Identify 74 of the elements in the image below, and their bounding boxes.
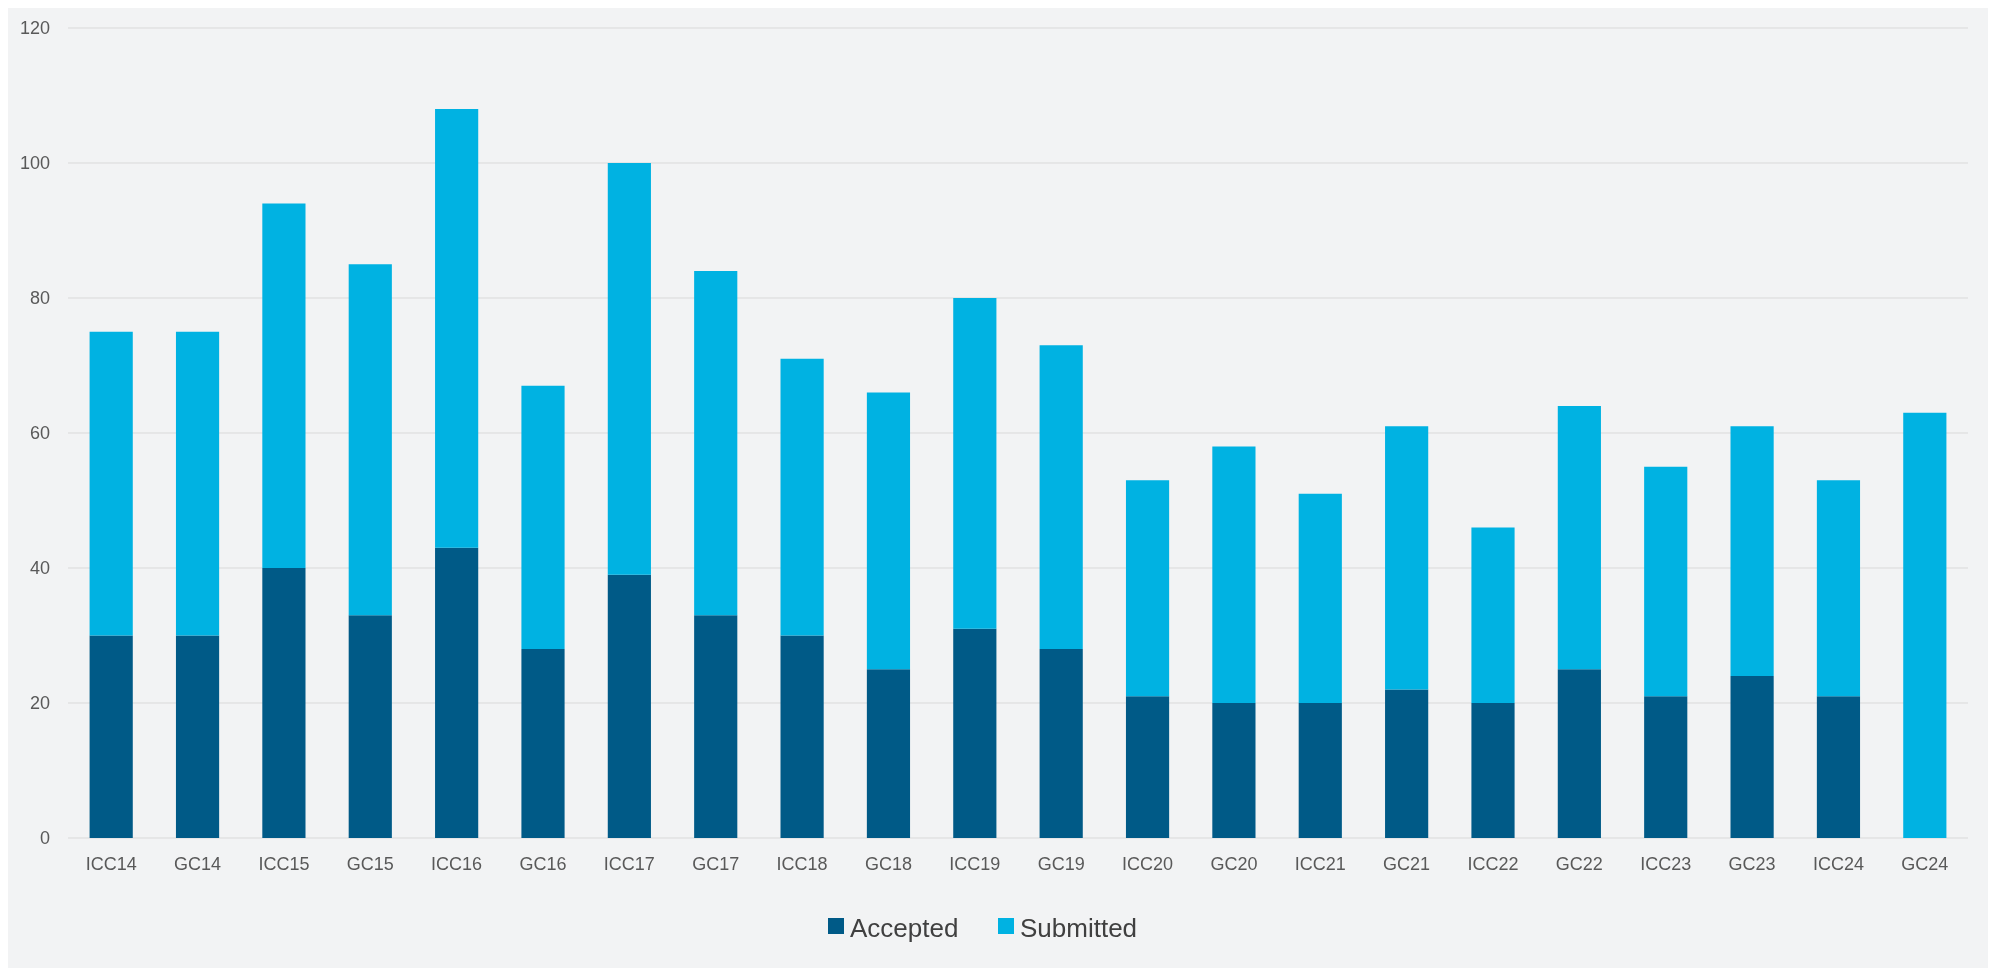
bar [953,298,997,629]
x-tick-label: ICC21 [1294,854,1346,874]
bar [1039,649,1083,838]
x-tick-label: GC14 [174,854,222,874]
x-tick-label: ICC17 [603,854,655,874]
bar [953,628,997,838]
bar [1385,689,1429,838]
bar [521,385,565,649]
legend-label: Accepted [850,913,959,944]
x-tick-label: ICC22 [1467,854,1519,874]
bar [1039,345,1083,649]
bar [1125,480,1170,697]
bar [1557,669,1601,838]
bar [1212,703,1256,838]
bar [607,163,651,575]
bar [866,669,911,838]
bar [694,615,738,838]
x-tick-label: GC16 [519,854,567,874]
x-tick-label: GC21 [1383,854,1431,874]
legend-label: Submitted [1020,913,1138,944]
bar [780,358,824,636]
bar [262,568,306,838]
x-tick-label: GC17 [692,854,740,874]
x-tick-label: ICC19 [949,854,1001,874]
bar [1212,446,1256,703]
bar [1644,466,1688,697]
bar [866,392,911,670]
bar [1385,426,1429,690]
y-tick-label: 20 [29,693,50,714]
x-tick-label: GC20 [1210,854,1258,874]
bar [1557,406,1601,670]
x-tick-label: GC19 [1037,854,1085,874]
bar [175,635,220,838]
bar [607,574,651,838]
bar [435,109,479,548]
y-tick-label: 60 [29,423,50,444]
bar [1298,493,1342,703]
x-tick-label: ICC16 [431,854,483,874]
bar [1298,703,1342,838]
x-tick-label: ICC14 [85,854,137,874]
bar [89,635,133,838]
y-tick-label: 80 [29,288,50,309]
bar [1816,480,1861,697]
y-tick-label: 40 [29,558,50,579]
bar [348,615,392,838]
x-tick-label: ICC15 [258,854,310,874]
y-tick-label: 0 [39,828,50,849]
bar [262,203,306,568]
bar [1816,696,1861,838]
y-tick-label: 120 [19,18,50,39]
bar [1125,696,1170,838]
x-tick-label: ICC23 [1640,854,1692,874]
bar [175,331,220,636]
bar [1471,703,1515,838]
x-tick-label: GC15 [346,854,394,874]
bar [1730,676,1774,838]
bar [435,547,479,838]
x-tick-label: ICC20 [1122,854,1174,874]
x-tick-label: GC18 [864,854,912,874]
bar [521,649,565,838]
bar [694,271,738,616]
bar [1730,426,1774,676]
x-tick-label: GC22 [1555,854,1603,874]
bar [780,635,824,838]
bar [1903,412,1947,838]
y-tick-label: 100 [19,153,50,174]
bar [89,331,133,636]
bar [1471,527,1515,703]
x-tick-label: ICC24 [1812,854,1864,874]
bar [1644,696,1688,838]
x-tick-label: GC23 [1728,854,1776,874]
x-tick-label: ICC18 [776,854,828,874]
x-tick-label: GC24 [1901,854,1949,874]
bar [348,264,392,616]
